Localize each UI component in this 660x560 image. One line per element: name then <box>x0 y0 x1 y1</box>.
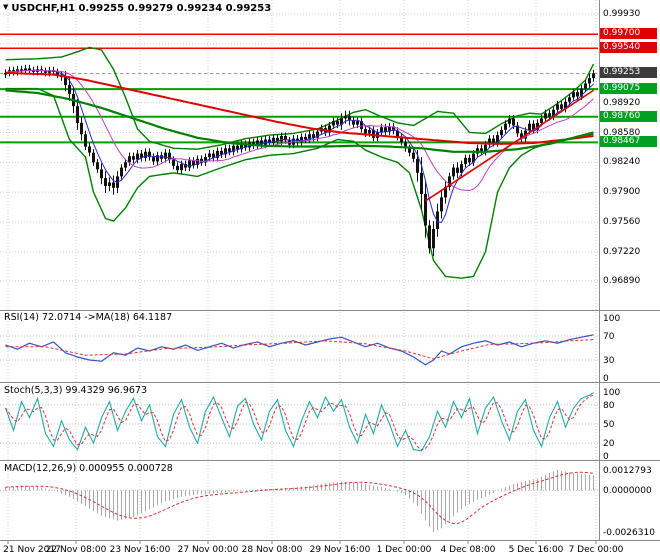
price-line-label-green: 0.98467 <box>600 136 657 148</box>
price-line-label-green: 0.99075 <box>600 83 657 95</box>
date-axis-label: 29 Nov 16:00 <box>309 545 371 555</box>
date-axis-label: 1 Dec 00:00 <box>376 545 432 555</box>
chart-title: ▼ USDCHF,H1 0.99255 0.99279 0.99234 0.992… <box>3 3 271 14</box>
date-axis-label: 7 Dec 00:00 <box>568 545 624 555</box>
rsi-axis-label: 70 <box>603 332 615 342</box>
price-line-label-green: 0.98760 <box>600 110 657 122</box>
price-axis-label: 0.98240 <box>603 157 641 168</box>
date-axis-label: 21 Nov 2017 <box>3 545 61 555</box>
stoch-axis-label: 0 <box>603 452 609 462</box>
macd-axis-label: 0.0012793 <box>603 466 652 477</box>
rsi-axis-label: 30 <box>603 356 615 366</box>
rsi-axis-label: 100 <box>603 314 621 324</box>
chart-title-text: USDCHF,H1 0.99255 0.99279 0.99234 0.9925… <box>11 3 272 14</box>
price-axis-label: 0.96890 <box>603 275 641 286</box>
price-axis-label: 0.97900 <box>603 187 641 198</box>
date-axis-label: 5 Dec 16:00 <box>508 545 564 555</box>
date-axis-label: 28 Nov 08:00 <box>241 545 303 555</box>
macd-axis-label: -0.0026310 <box>603 528 655 539</box>
date-axis-label: 4 Dec 08:00 <box>440 545 496 555</box>
stoch-indicator-label: Stoch(5,3,3) 99.4329 96.9673 <box>4 385 148 396</box>
price-axis-label: 0.97220 <box>603 246 641 257</box>
price-line-label-red: 0.99700 <box>600 28 657 40</box>
date-axis-label: 22 Nov 08:00 <box>45 545 107 555</box>
rsi-axis-label: 0 <box>603 374 609 384</box>
rsi-indicator-label: RSI(14) 72.0714 ->MA(18) 64.1187 <box>4 312 173 323</box>
stoch-axis-label: 100 <box>603 388 621 398</box>
date-axis-label: 27 Nov 00:00 <box>177 545 239 555</box>
price-axis-label: 0.97560 <box>603 217 641 227</box>
date-axis-label: 23 Nov 16:00 <box>109 545 171 555</box>
price-line-label-dark: 0.99253 <box>600 67 657 79</box>
stoch-axis-label: 20 <box>603 439 615 450</box>
macd-indicator-label: MACD(12,26,9) 0.000955 0.000728 <box>4 463 173 474</box>
chart-symbol-icon: ▼ <box>3 3 9 11</box>
stoch-axis-label: 80 <box>603 400 615 411</box>
price-axis-label: 0.98920 <box>603 97 641 108</box>
price-line-label-red: 0.99540 <box>600 42 657 54</box>
price-axis-label: 0.98580 <box>603 127 641 138</box>
macd-axis-label: 0.0000000 <box>603 486 652 497</box>
price-axis-label: 0.99930 <box>603 9 641 20</box>
stoch-axis-label: 50 <box>603 420 615 430</box>
